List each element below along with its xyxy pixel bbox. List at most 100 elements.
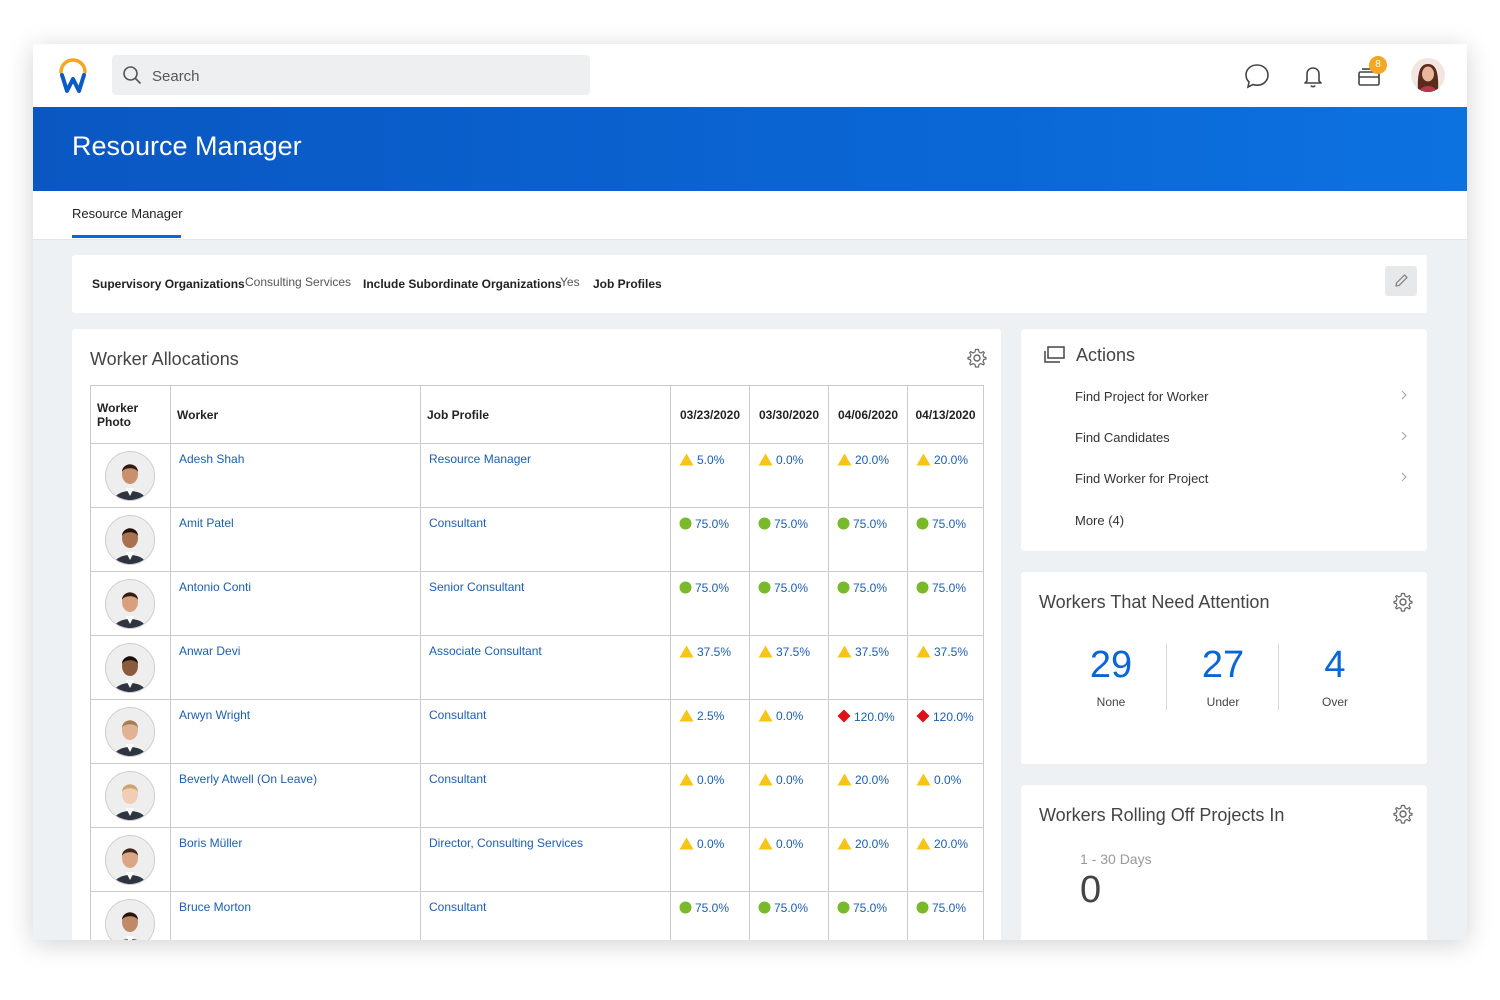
worker-photo[interactable] — [105, 451, 155, 501]
action-find-worker-for-project[interactable]: Find Worker for Project — [1075, 471, 1209, 486]
allocation-value[interactable]: 75.0% — [829, 892, 907, 915]
worker-photo[interactable] — [105, 899, 155, 940]
status-ok-icon — [758, 901, 771, 914]
allocation-value[interactable]: 75.0% — [908, 892, 983, 915]
worker-link[interactable]: Boris Müller — [179, 836, 243, 850]
tab-resource-manager[interactable]: Resource Manager — [72, 206, 183, 221]
gear-icon[interactable] — [1393, 592, 1413, 612]
worker-photo[interactable] — [105, 515, 155, 565]
allocation-cell: 20.0% — [828, 443, 908, 508]
allocation-cell: 75.0% — [828, 571, 908, 636]
allocation-value[interactable]: 2.5% — [671, 700, 749, 723]
search-bar[interactable] — [112, 55, 590, 97]
search-input[interactable] — [150, 55, 574, 97]
worker-photo[interactable] — [105, 579, 155, 629]
job-profile-link[interactable]: Senior Consultant — [429, 580, 525, 594]
rolling-off-count[interactable]: 0 — [1080, 869, 1102, 911]
action-more[interactable]: More (4) — [1075, 513, 1125, 528]
allocation-cell: 0.0% — [670, 827, 750, 892]
tab-bar: Resource Manager — [33, 191, 1467, 240]
edit-filters-button[interactable] — [1385, 266, 1417, 296]
allocation-value[interactable]: 0.0% — [750, 700, 828, 723]
allocation-value[interactable]: 37.5% — [908, 636, 983, 659]
allocation-value[interactable]: 0.0% — [671, 764, 749, 787]
allocation-value[interactable]: 75.0% — [671, 508, 749, 531]
search-icon — [123, 66, 141, 84]
allocation-value[interactable]: 75.0% — [671, 892, 749, 915]
workday-logo[interactable] — [55, 58, 91, 94]
allocation-value[interactable]: 75.0% — [750, 572, 828, 595]
column-header[interactable]: 03/30/2020 — [749, 385, 829, 444]
column-header[interactable]: Worker Photo — [90, 385, 171, 444]
stat-none-value[interactable]: 29 — [1089, 644, 1133, 686]
allocation-value[interactable]: 75.0% — [908, 508, 983, 531]
allocation-percent: 75.0% — [774, 901, 809, 915]
table-row: Bruce Morton Consultant 75.0% 75.0% 75.0% 75.… — [90, 891, 984, 940]
job-profile-link[interactable]: Consultant — [429, 900, 487, 914]
bell-icon[interactable] — [1299, 62, 1327, 90]
allocation-percent: 37.5% — [855, 645, 890, 659]
allocation-value[interactable]: 120.0% — [908, 700, 983, 724]
allocation-value[interactable]: 120.0% — [829, 700, 907, 724]
job-profile-link[interactable]: Resource Manager — [429, 452, 532, 466]
worker-link[interactable]: Anwar Devi — [179, 644, 241, 658]
allocation-value[interactable]: 20.0% — [829, 764, 907, 787]
worker-photo-image — [106, 516, 154, 564]
user-avatar[interactable] — [1411, 58, 1445, 92]
allocation-value[interactable]: 37.5% — [829, 636, 907, 659]
worker-photo[interactable] — [105, 643, 155, 693]
worker-photo[interactable] — [105, 835, 155, 885]
allocation-value[interactable]: 75.0% — [750, 508, 828, 531]
allocation-cell: 120.0% — [907, 699, 984, 764]
allocation-value[interactable]: 20.0% — [908, 444, 983, 467]
column-header[interactable]: 03/23/2020 — [670, 385, 750, 444]
column-header[interactable]: Worker — [170, 385, 421, 444]
worker-photo-image — [106, 452, 154, 500]
worker-photo[interactable] — [105, 707, 155, 757]
worker-link[interactable]: Adesh Shah — [179, 452, 245, 466]
allocation-value[interactable]: 0.0% — [750, 444, 828, 467]
worker-cell: Anwar Devi — [170, 635, 421, 700]
column-header[interactable]: 04/13/2020 — [907, 385, 984, 444]
worker-link[interactable]: Beverly Atwell (On Leave) — [179, 772, 318, 786]
job-profile-link[interactable]: Consultant — [429, 772, 487, 786]
worker-link[interactable]: Antonio Conti — [179, 580, 252, 594]
allocation-percent: 20.0% — [855, 453, 890, 467]
stat-over-value[interactable]: 4 — [1324, 644, 1346, 686]
action-find-candidates[interactable]: Find Candidates — [1075, 430, 1170, 445]
column-header[interactable]: 04/06/2020 — [828, 385, 908, 444]
gear-icon[interactable] — [967, 348, 987, 368]
status-ok-icon — [837, 581, 850, 594]
allocation-value[interactable]: 0.0% — [750, 828, 828, 851]
worker-link[interactable]: Arwyn Wright — [179, 708, 251, 722]
gear-icon[interactable] — [1393, 804, 1413, 824]
allocation-percent: 75.0% — [932, 581, 967, 595]
allocation-value[interactable]: 5.0% — [671, 444, 749, 467]
chat-icon[interactable] — [1243, 62, 1271, 90]
allocation-value[interactable]: 20.0% — [908, 828, 983, 851]
allocation-value[interactable]: 75.0% — [829, 508, 907, 531]
allocation-value[interactable]: 0.0% — [750, 764, 828, 787]
job-profile-link[interactable]: Consultant — [429, 708, 487, 722]
allocation-value[interactable]: 20.0% — [829, 828, 907, 851]
allocation-value[interactable]: 37.5% — [750, 636, 828, 659]
job-profile-link[interactable]: Consultant — [429, 516, 487, 530]
stat-under-value[interactable]: 27 — [1201, 644, 1245, 686]
allocation-value[interactable]: 20.0% — [829, 444, 907, 467]
allocation-value[interactable]: 0.0% — [671, 828, 749, 851]
column-header[interactable]: Job Profile — [420, 385, 671, 444]
worker-photo[interactable] — [105, 771, 155, 821]
job-profile-link[interactable]: Associate Consultant — [429, 644, 542, 658]
job-profile-link[interactable]: Director, Consulting Services — [429, 836, 584, 850]
worker-link[interactable]: Bruce Morton — [179, 900, 252, 914]
allocation-value[interactable]: 75.0% — [750, 892, 828, 915]
allocation-percent: 120.0% — [854, 710, 895, 724]
worker-link[interactable]: Amit Patel — [179, 516, 234, 530]
allocation-value[interactable]: 75.0% — [908, 572, 983, 595]
allocation-value[interactable]: 75.0% — [671, 572, 749, 595]
allocation-value[interactable]: 0.0% — [908, 764, 983, 787]
action-find-project-for-worker[interactable]: Find Project for Worker — [1075, 389, 1209, 404]
app-window: 8 Resource Manager Resource Manager Supe… — [33, 44, 1467, 940]
allocation-value[interactable]: 75.0% — [829, 572, 907, 595]
allocation-value[interactable]: 37.5% — [671, 636, 749, 659]
